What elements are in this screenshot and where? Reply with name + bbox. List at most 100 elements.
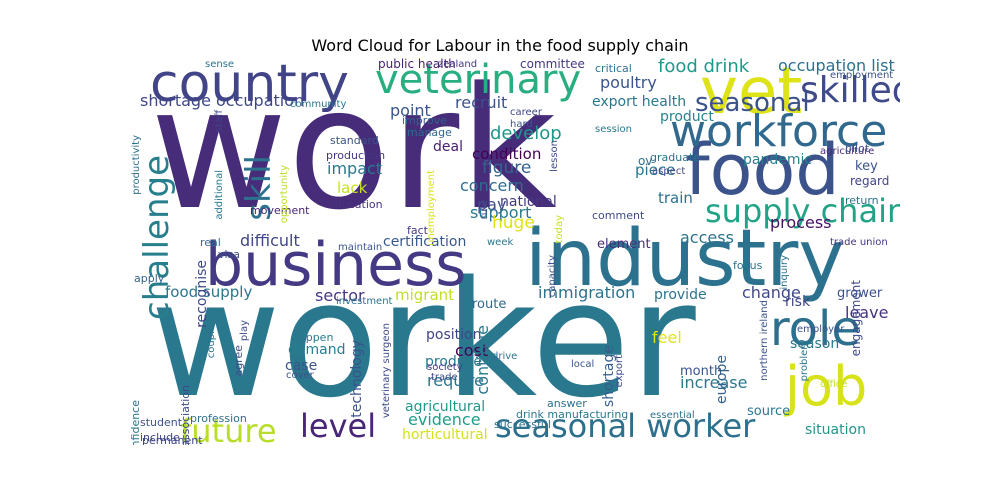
word-export-health: export health: [592, 94, 687, 110]
word-agree: agree: [232, 345, 245, 377]
word-immigration: immigration: [538, 283, 636, 302]
word-country: country: [150, 55, 349, 114]
word-evidence: evidence: [408, 410, 481, 429]
word-feel: feel: [652, 328, 682, 347]
word-concern: concern: [460, 176, 524, 195]
word-trade: trade: [431, 372, 458, 383]
word-level: level: [300, 407, 377, 445]
word-fact: fact: [407, 224, 428, 237]
word-seasonal-worker: seasonal worker: [495, 407, 756, 445]
word-impact: impact: [327, 159, 383, 178]
word-horticultural: horticultural: [402, 427, 488, 443]
word-public-health: public health: [378, 57, 456, 71]
word-position: position: [426, 327, 482, 343]
word-couple: couple: [206, 325, 217, 359]
word-agricultural: agricultural: [405, 399, 486, 415]
word-education: education: [328, 198, 383, 211]
word-improve: improve: [402, 114, 448, 127]
word-job: job: [785, 355, 868, 418]
word-provide: provide: [654, 287, 707, 303]
word-employer: employer: [797, 324, 845, 335]
word-focus: focus: [733, 259, 763, 272]
word-production: production: [326, 149, 386, 162]
word-worker: worker: [150, 246, 696, 433]
word-train: train: [658, 189, 693, 207]
word-committee: committee: [520, 57, 585, 71]
word-month: month: [680, 364, 723, 379]
word-pay: pay: [477, 195, 507, 214]
word-maintain: maintain: [338, 242, 383, 253]
word-permanent: permanent: [142, 434, 203, 445]
word-career: career: [510, 107, 542, 118]
word-society: society: [427, 362, 463, 373]
word-huge: huge: [492, 213, 535, 233]
word-route: route: [472, 297, 507, 312]
word-recognise: recognise: [194, 260, 210, 328]
word-certification: certification: [383, 234, 467, 250]
word-sense: sense: [205, 59, 235, 70]
word-movement: movement: [250, 204, 310, 217]
word-pandemic: pandemic: [743, 152, 813, 168]
word-today: today: [554, 215, 565, 244]
word-vet: vet: [700, 55, 803, 129]
word-happen: happen: [292, 331, 334, 344]
word-hard: hard: [510, 119, 533, 130]
word-student: student: [140, 416, 183, 429]
word-piece: piece: [635, 161, 676, 179]
word-local: local: [571, 359, 595, 370]
word-zealand: zealand: [438, 59, 478, 70]
word-demand: demand: [288, 342, 346, 358]
word-confidence: confidence: [130, 400, 142, 445]
word-investment: investment: [336, 296, 393, 307]
word-pilot: pilot: [845, 142, 870, 155]
word-manage: manage: [407, 126, 452, 139]
word-productivity: productivity: [131, 135, 142, 195]
word-session: session: [595, 124, 633, 135]
word-regard: regard: [850, 174, 890, 188]
word-season: season: [790, 336, 840, 352]
word-real: real: [200, 236, 221, 249]
word-export: export: [614, 355, 625, 388]
chart-title: Word Cloud for Labour in the food supply…: [311, 36, 689, 55]
word-future: future: [180, 412, 277, 445]
word-critical: critical: [595, 62, 632, 75]
word-change: change: [742, 283, 801, 302]
word-case: case: [285, 358, 318, 374]
word-source: source: [747, 404, 791, 419]
word-require: require: [427, 371, 484, 390]
word-lesson: lesson: [549, 140, 560, 172]
word-shortage-occupation: shortage occupation: [140, 91, 305, 110]
word-staff: staff: [214, 110, 225, 133]
word-lack: lack: [337, 179, 368, 197]
word-veterinary-surgeon: veterinary surgeon: [381, 323, 392, 419]
word-answer: answer: [547, 397, 587, 410]
word-cover: cover: [286, 370, 314, 381]
word-food: food: [685, 129, 840, 211]
word-problem: problem: [799, 340, 810, 382]
word-agriculture: agriculture: [820, 146, 875, 157]
word-inquiry: inquiry: [779, 255, 790, 290]
word-engagement: engagement: [849, 280, 863, 357]
word-produce: produce: [425, 354, 482, 370]
word-apply: apply: [134, 272, 165, 285]
word-sector: sector: [315, 286, 365, 305]
word-cloud: work worker food industry business vet country…: [130, 55, 900, 445]
word-work: work: [150, 55, 557, 247]
word-aspect: aspect: [652, 166, 686, 177]
word-essential: essential: [650, 410, 695, 421]
word-food-supply: food supply: [165, 283, 253, 301]
word-drink-manufacturing: drink manufacturing: [516, 408, 629, 421]
word-product: product: [660, 109, 714, 125]
word-occupation-list: occupation list: [778, 56, 895, 75]
word-key: key: [855, 159, 878, 174]
word-week: week: [487, 237, 514, 248]
word-include: include: [140, 431, 180, 444]
word-skilled: skilled: [800, 70, 900, 111]
word-drive: drive: [492, 351, 518, 362]
word-seasonal: seasonal: [695, 88, 810, 118]
word-national: national: [500, 194, 557, 210]
word-visa: visa: [218, 248, 241, 261]
word-standard: standard: [330, 134, 379, 147]
word-workforce: workforce: [670, 106, 888, 157]
word-play: play: [239, 320, 250, 342]
